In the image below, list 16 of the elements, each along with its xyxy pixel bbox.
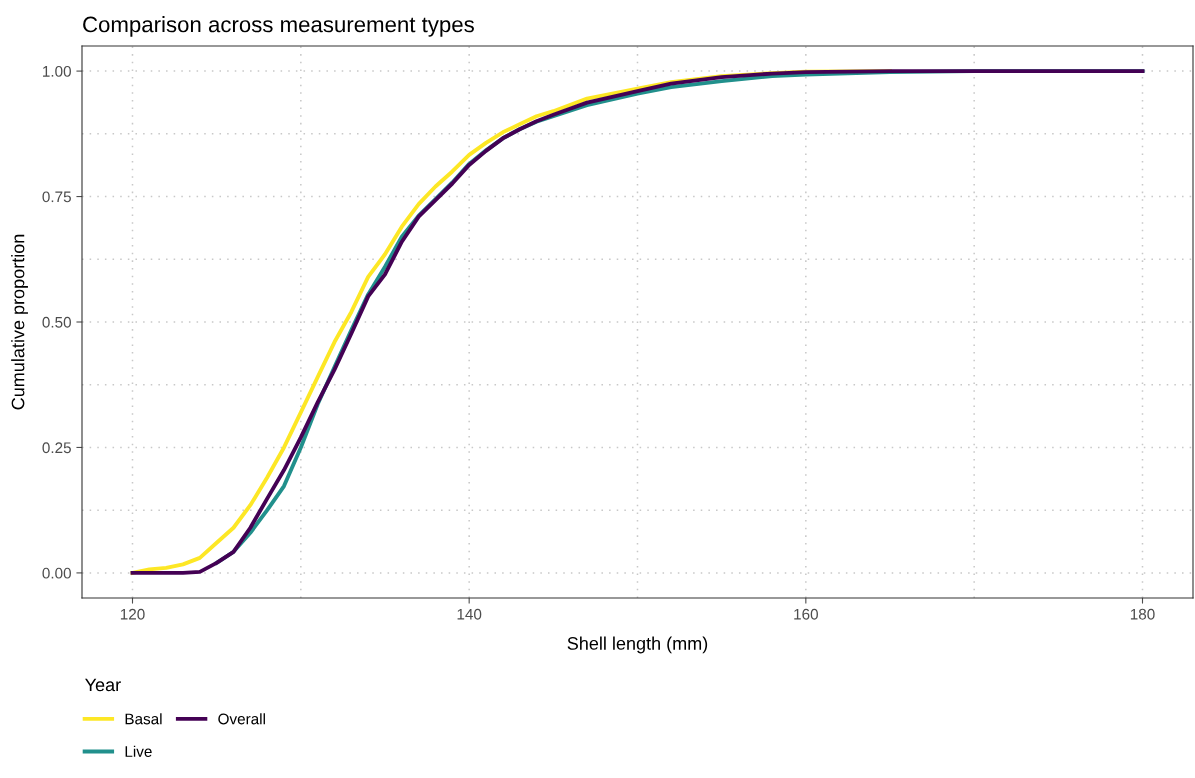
- x-tick-label: 140: [457, 608, 482, 620]
- x-tick-label: 160: [794, 608, 818, 620]
- y-tick-label: 0.50: [42, 316, 71, 328]
- chart-title: Comparison across measurement types: [83, 16, 474, 37]
- y-axis-title: Cumulative proportion: [11, 234, 28, 410]
- x-tick-label: 180: [1130, 608, 1155, 620]
- legend-label: Basal: [125, 713, 162, 725]
- y-tick-label: 0.25: [42, 442, 71, 454]
- legend-label: Live: [125, 745, 152, 757]
- legend-label: Overall: [218, 713, 265, 725]
- x-tick-label: 120: [120, 608, 145, 620]
- x-axis-title: Shell length (mm): [567, 636, 708, 654]
- y-tick-label: 1.00: [43, 65, 71, 77]
- legend-title: Year: [85, 678, 121, 692]
- y-tick-label: 0.00: [42, 567, 71, 579]
- y-tick-label: 0.75: [42, 191, 71, 203]
